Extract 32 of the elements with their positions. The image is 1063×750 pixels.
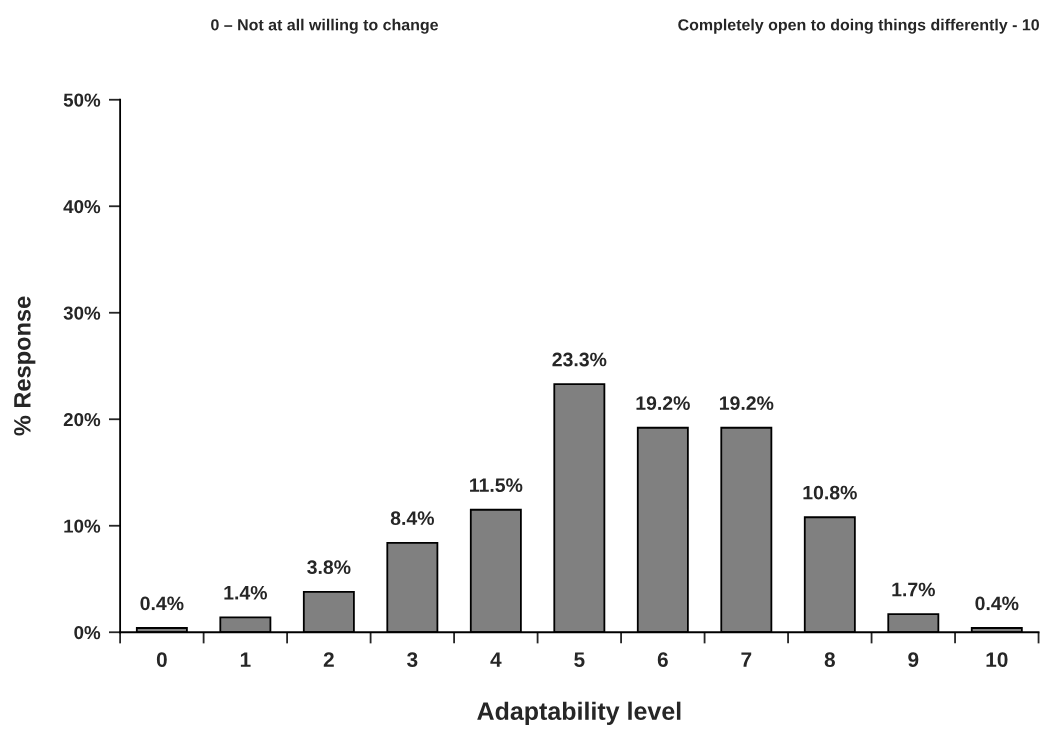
x-axis-title: Adaptability level	[477, 701, 681, 725]
y-tick-label: 50%	[63, 93, 101, 107]
data-label: 10.8%	[803, 485, 857, 500]
y-tick-label: 20%	[63, 412, 101, 427]
data-label: 8.4%	[390, 511, 434, 526]
data-label: 0.4%	[975, 596, 1019, 611]
y-tick-label: 40%	[63, 199, 101, 214]
x-tick-label: 5	[574, 652, 585, 667]
text: 0 – Not at all willing to change	[211, 18, 439, 34]
y-tick-label: 30%	[63, 306, 101, 320]
y-axis-title: % Response	[14, 296, 36, 436]
x-tick-label: 8	[824, 652, 835, 667]
y-tick-label: 0%	[74, 625, 101, 640]
data-label: 1.4%	[224, 585, 268, 600]
text: Completely open to doing things differently - 10	[678, 18, 1039, 34]
data-label: 19.2%	[636, 396, 690, 411]
x-tick-label: 10	[986, 652, 1008, 667]
y-tick-label: 10%	[64, 519, 101, 533]
data-label: 23.3%	[552, 352, 607, 367]
x-tick-label: 3	[407, 652, 418, 668]
data-label: 0.4%	[140, 596, 184, 611]
x-tick-label: 4	[490, 652, 502, 667]
data-label: 3.8%	[307, 560, 351, 575]
x-tick-label: 6	[657, 652, 668, 667]
data-label: 1.7%	[892, 582, 935, 597]
x-tick-label: 2	[323, 652, 334, 667]
x-tick-label: 0	[156, 652, 167, 667]
data-label: 19.2%	[719, 396, 774, 411]
x-tick-label: 1	[240, 652, 251, 667]
data-label: 11.5%	[470, 478, 523, 493]
x-tick-label: 7	[741, 652, 752, 667]
x-tick-label: 9	[908, 652, 919, 667]
